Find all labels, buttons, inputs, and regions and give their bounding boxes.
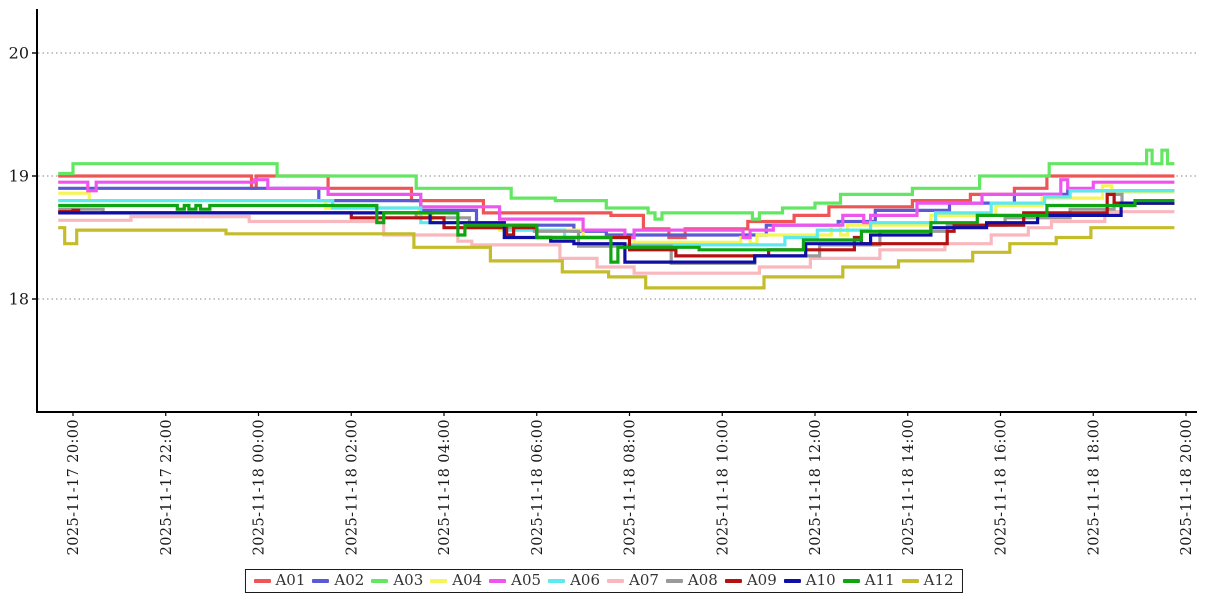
x-tick-label-8: 2025-11-18 12:00 <box>808 419 824 555</box>
legend-swatch-A05 <box>489 578 507 583</box>
series-line-A10 <box>58 201 1175 264</box>
legend-item-A10: A10 <box>783 571 836 589</box>
y-tick-label-19: 19 <box>9 167 29 186</box>
x-tick-label-12: 2025-11-18 20:00 <box>1179 419 1195 555</box>
legend-label-A04: A04 <box>452 571 483 589</box>
legend-label-A07: A07 <box>629 571 659 589</box>
legend-swatch-A12 <box>901 578 919 583</box>
x-tick-label-4: 2025-11-18 04:00 <box>437 419 453 555</box>
legend-label-A10: A10 <box>805 571 836 589</box>
legend-label-A08: A08 <box>687 571 718 589</box>
legend-label-A09: A09 <box>746 571 777 589</box>
legend-label-A12: A12 <box>923 571 954 589</box>
x-tick-label-3: 2025-11-18 02:00 <box>344 419 360 555</box>
x-tick-label-6: 2025-11-18 08:00 <box>623 419 639 555</box>
x-tick-label-0: 2025-11-17 20:00 <box>66 419 82 555</box>
legend-item-A05: A05 <box>489 573 541 588</box>
legend-swatch-A07 <box>607 578 624 583</box>
legend-label-A05: A05 <box>511 571 542 589</box>
legend-item-A12: A12 <box>901 571 954 589</box>
legend: A01 A02 A03 A04 A05 A06 A07 A08 A09 A10 A11 A12 <box>244 569 963 593</box>
series-line-A03 <box>58 148 1175 221</box>
x-tick-label-2: 2025-11-18 00:00 <box>252 419 268 555</box>
x-tick-label-10: 2025-11-18 16:00 <box>994 419 1010 555</box>
legend-swatch-A11 <box>842 578 860 583</box>
x-tick-label-7: 2025-11-18 10:00 <box>715 419 731 555</box>
x-tick-label-9: 2025-11-18 14:00 <box>901 419 917 555</box>
series-line-A01 <box>58 174 1175 240</box>
legend-label-A11: A11 <box>864 571 895 589</box>
legend-item-A06: A06 <box>548 573 600 588</box>
legend-item-A02: A02 <box>312 573 364 588</box>
legend-item-A11: A11 <box>842 571 895 589</box>
legend-item-A07: A07 <box>607 573 659 588</box>
legend-swatch-A08 <box>665 578 683 583</box>
legend-label-A03: A03 <box>393 571 424 589</box>
legend-item-A01: A01 <box>253 573 305 588</box>
y-tick-label-18: 18 <box>9 290 29 309</box>
x-tick-label-5: 2025-11-18 06:00 <box>530 419 546 555</box>
legend-swatch-A09 <box>724 578 742 583</box>
legend-swatch-A04 <box>430 578 448 583</box>
series-line-A07 <box>58 210 1175 275</box>
x-tick-label-11: 2025-11-18 18:00 <box>1086 419 1102 555</box>
y-tick-label-20: 20 <box>9 44 29 63</box>
legend-item-A08: A08 <box>665 571 718 589</box>
legend-item-A09: A09 <box>724 571 777 589</box>
legend-swatch-A03 <box>371 578 389 583</box>
legend-label-A06: A06 <box>570 571 600 589</box>
series-line-A12 <box>58 226 1175 290</box>
legend-swatch-A01 <box>253 578 271 583</box>
legend-swatch-A02 <box>312 578 330 583</box>
x-tick-label-1: 2025-11-17 22:00 <box>159 419 175 555</box>
legend-item-A03: A03 <box>371 573 423 588</box>
legend-label-A02: A02 <box>334 571 365 589</box>
legend-swatch-A06 <box>548 578 566 583</box>
series-line-A05 <box>58 178 1175 240</box>
legend-label-A01: A01 <box>275 571 306 589</box>
legend-swatch-A10 <box>783 578 801 583</box>
series-line-A11 <box>58 199 1175 264</box>
legend-item-A04: A04 <box>430 573 482 588</box>
